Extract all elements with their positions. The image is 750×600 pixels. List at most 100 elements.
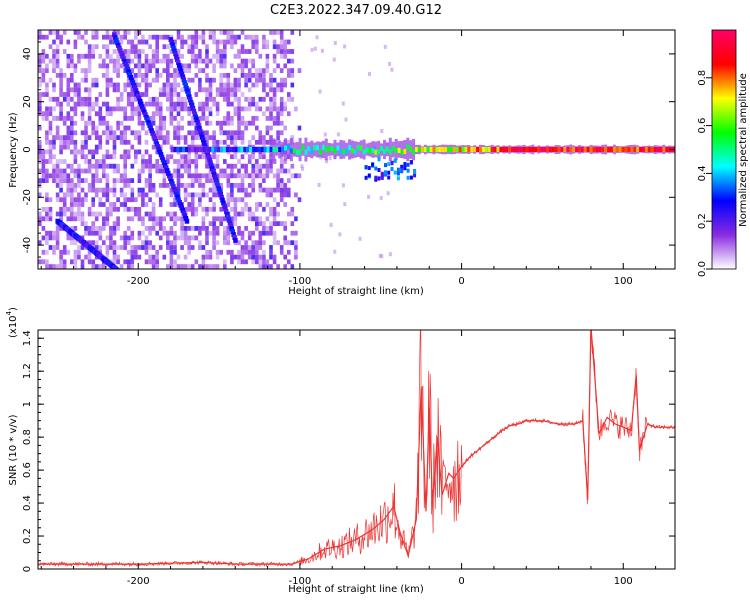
y-tick-label: 0.4 (22, 495, 33, 511)
heatmap-cell (102, 168, 106, 174)
heatmap-cell (162, 53, 167, 59)
heatmap-cell (158, 111, 163, 117)
heatmap-cell (180, 74, 186, 80)
heatmap-cell (290, 82, 295, 88)
heatmap-cell (112, 192, 117, 198)
spectrogram-x-ticks: -200 -100 0 100 (40, 30, 657, 287)
heatmap-cell (62, 192, 67, 198)
heatmap-cell (272, 206, 277, 212)
heatmap-cell (180, 183, 184, 188)
heatmap-cell (91, 130, 95, 136)
heatmap-cell (141, 202, 145, 207)
heatmap-cell (87, 101, 92, 107)
heatmap-cell (148, 183, 152, 188)
heatmap-cell (223, 230, 227, 236)
heatmap-cell (201, 245, 206, 250)
heatmap-cell (240, 187, 245, 193)
heatmap-cell (198, 178, 202, 183)
heatmap-cell (137, 216, 142, 222)
heatmap-cell (116, 120, 120, 126)
heatmap-cell (123, 259, 127, 265)
heatmap-cell (141, 120, 145, 126)
heatmap-cell (208, 82, 213, 88)
heatmap-cell (124, 64, 129, 70)
heatmap-cell (41, 159, 46, 164)
heatmap-cell (169, 259, 174, 265)
heatmap-cell (55, 183, 60, 188)
heatmap-cell (194, 211, 199, 217)
heatmap-cell (77, 249, 81, 255)
heatmap-cell (176, 30, 181, 35)
heatmap-cell (55, 49, 60, 54)
heatmap-cell (80, 77, 85, 83)
heatmap-cell (258, 139, 263, 145)
heatmap-cell (516, 147, 520, 152)
heatmap-cell (177, 65, 183, 71)
heatmap-cell (244, 259, 248, 265)
heatmap-cell (258, 68, 263, 73)
heatmap-cell (59, 111, 63, 117)
heatmap-cell (237, 116, 241, 121)
heatmap-cell (77, 87, 81, 93)
heatmap-cell (45, 135, 49, 140)
heatmap-cell (276, 63, 280, 69)
heatmap-cell (94, 254, 99, 260)
heatmap-cell (80, 96, 85, 102)
heatmap-cell (147, 122, 152, 128)
heatmap-cell (290, 264, 295, 269)
heatmap-cell (112, 254, 117, 260)
heatmap-cell (201, 106, 206, 112)
heatmap-cell (226, 111, 231, 117)
heatmap-cell (209, 163, 214, 169)
y-tick-label: -40 (22, 237, 33, 253)
heatmap-cell (185, 88, 190, 94)
heatmap-cell (84, 39, 88, 45)
heatmap-cell (173, 235, 177, 241)
heatmap-cell (70, 235, 74, 241)
heatmap-cell (80, 149, 85, 155)
heatmap-cell (240, 230, 245, 236)
heatmap-cell (290, 211, 295, 217)
heatmap-cell (255, 168, 259, 174)
heatmap-cell (258, 173, 263, 179)
heatmap-cell (279, 34, 284, 40)
heatmap-cell (406, 144, 410, 150)
heatmap-cell (137, 149, 142, 155)
heatmap-cell (48, 44, 53, 50)
heatmap-cell (52, 168, 56, 174)
heatmap-cell (325, 159, 328, 164)
heatmap-cell (215, 92, 220, 97)
heatmap-cell (283, 235, 287, 241)
heatmap-cell (339, 149, 343, 155)
heatmap-cell (580, 147, 584, 152)
heatmap-cell (343, 202, 347, 207)
heatmap-cell (240, 245, 245, 250)
heatmap-cell (525, 147, 529, 152)
heatmap-cell (290, 230, 295, 236)
heatmap-cell (534, 147, 538, 152)
heatmap-cell (183, 106, 188, 112)
heatmap-cell (119, 271, 124, 276)
heatmap-cell (52, 30, 56, 35)
heatmap-cell (219, 30, 223, 35)
heatmap-cell (212, 135, 216, 140)
heatmap-cell (119, 235, 124, 241)
heatmap-cell (233, 183, 238, 188)
heatmap-cell (304, 137, 308, 162)
heatmap-cell (109, 202, 113, 207)
heatmap-cell (59, 159, 63, 164)
heatmap-cell (205, 92, 209, 97)
heatmap-cell (198, 87, 202, 93)
heatmap-cell (38, 101, 42, 107)
heatmap-cell (62, 173, 67, 179)
heatmap-cell (263, 147, 267, 152)
heatmap-cell (84, 230, 88, 236)
heatmap-cell (198, 101, 202, 107)
heatmap-cell (41, 163, 46, 169)
heatmap-cell (166, 170, 171, 176)
heatmap-cell (137, 49, 142, 54)
heatmap-cell (116, 178, 120, 183)
heatmap-cell (307, 146, 311, 152)
heatmap-cell (112, 135, 117, 140)
heatmap-cell (244, 226, 248, 231)
